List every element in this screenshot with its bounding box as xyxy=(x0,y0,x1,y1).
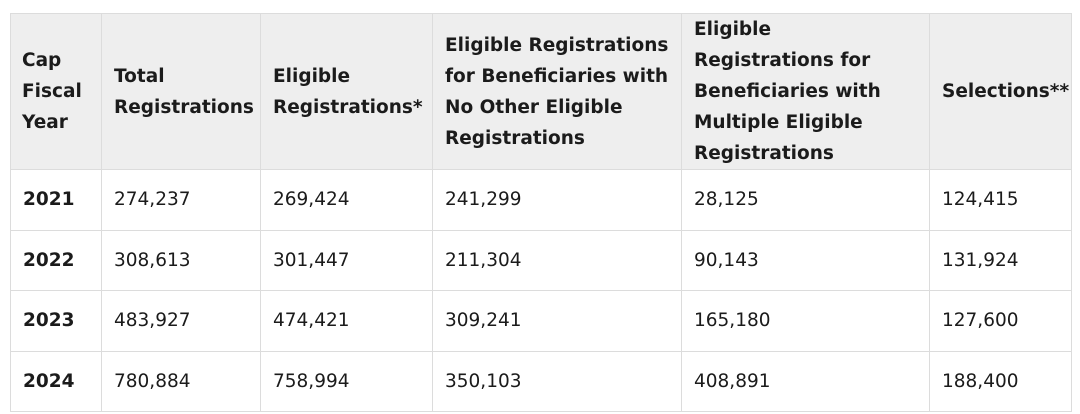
header-eligible-registrations: Eligible Registrations* xyxy=(260,13,433,170)
cell-year: 2023 xyxy=(10,290,102,352)
cell-eligible-no-other: 309,241 xyxy=(432,290,682,352)
cell-selections: 188,400 xyxy=(929,350,1072,412)
header-eligible-no-other: Eligible Registrations for Beneficiaries… xyxy=(432,13,682,170)
cell-year: 2021 xyxy=(10,169,102,231)
registrations-table: Cap Fiscal Year Total Registrations Elig… xyxy=(10,13,1072,412)
table-header-row: Cap Fiscal Year Total Registrations Elig… xyxy=(10,13,1072,170)
cell-selections: 131,924 xyxy=(929,229,1072,291)
cell-eligible-multiple: 165,180 xyxy=(681,290,930,352)
cell-eligible-no-other: 350,103 xyxy=(432,350,682,412)
cell-eligible-no-other: 241,299 xyxy=(432,169,682,231)
cell-total-registrations: 780,884 xyxy=(101,350,261,412)
cell-eligible-registrations: 474,421 xyxy=(260,290,433,352)
table-row: 2023 483,927 474,421 309,241 165,180 127… xyxy=(10,290,1072,352)
cell-selections: 127,600 xyxy=(929,290,1072,352)
header-cap-fiscal-year: Cap Fiscal Year xyxy=(10,13,102,170)
cell-eligible-registrations: 269,424 xyxy=(260,169,433,231)
cell-year: 2022 xyxy=(10,229,102,291)
cell-total-registrations: 274,237 xyxy=(101,169,261,231)
cell-year: 2024 xyxy=(10,350,102,412)
header-total-registrations: Total Registrations xyxy=(101,13,261,170)
cell-eligible-multiple: 28,125 xyxy=(681,169,930,231)
registrations-table-container: Cap Fiscal Year Total Registrations Elig… xyxy=(10,13,1072,412)
cell-selections: 124,415 xyxy=(929,169,1072,231)
cell-eligible-multiple: 90,143 xyxy=(681,229,930,291)
cell-eligible-multiple: 408,891 xyxy=(681,350,930,412)
table-row: 2021 274,237 269,424 241,299 28,125 124,… xyxy=(10,169,1072,231)
cell-eligible-no-other: 211,304 xyxy=(432,229,682,291)
header-selections: Selections** xyxy=(929,13,1072,170)
header-eligible-multiple: Eligible Registrations for Beneficiaries… xyxy=(681,13,930,170)
table-row: 2024 780,884 758,994 350,103 408,891 188… xyxy=(10,350,1072,412)
cell-eligible-registrations: 301,447 xyxy=(260,229,433,291)
cell-total-registrations: 308,613 xyxy=(101,229,261,291)
cell-eligible-registrations: 758,994 xyxy=(260,350,433,412)
table-row: 2022 308,613 301,447 211,304 90,143 131,… xyxy=(10,229,1072,291)
cell-total-registrations: 483,927 xyxy=(101,290,261,352)
